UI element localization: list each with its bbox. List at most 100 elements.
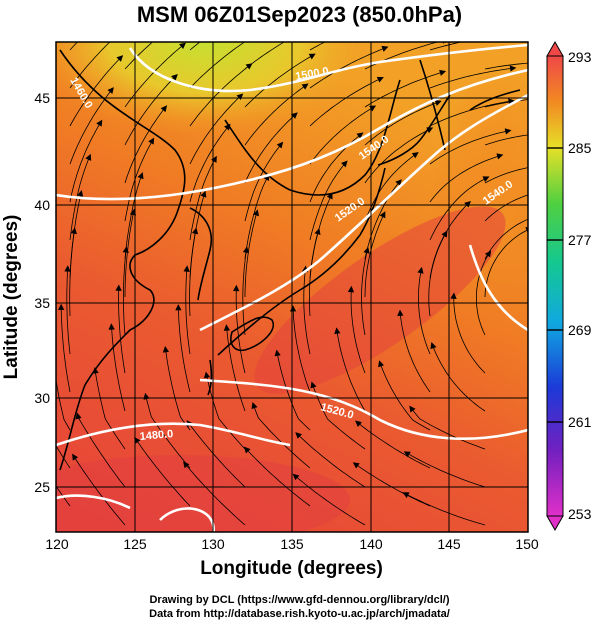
streamline [244, 42, 285, 70]
streamline [134, 437, 191, 507]
colorbar-label: 293 [568, 49, 592, 65]
streamline-arrow [236, 93, 244, 101]
streamline [484, 229, 528, 298]
streamline-arrow [378, 360, 385, 368]
streamline [60, 304, 71, 393]
streamline-arrow [434, 100, 442, 106]
y-tick-label: 25 [34, 479, 50, 495]
x-tick-label: 150 [515, 536, 539, 552]
streamline [124, 209, 135, 297]
streamline-arrow [276, 141, 284, 149]
streamline-arrow [116, 55, 124, 62]
streamline-arrow [148, 137, 155, 145]
streamline-arrow [49, 345, 54, 350]
streamline [72, 454, 126, 526]
streamline-arrow [381, 45, 389, 52]
streamline-arrow [175, 304, 182, 311]
streamline [399, 310, 431, 393]
x-tick-label: 140 [359, 536, 383, 552]
streamline-arrow [511, 31, 516, 36]
y-tick-label: 40 [34, 197, 50, 213]
map-title: MSM 06Z01Sep2023 (850.0hPa) [136, 2, 463, 27]
streamline-arrow [567, 95, 572, 100]
streamline-arrow [257, 1, 263, 6]
streamline-arrow [233, 284, 240, 292]
streamline [484, 167, 528, 184]
contour-label: 1500.0 [294, 65, 329, 83]
streamline [364, 100, 441, 146]
plot-frame [55, 41, 529, 533]
streamline [429, 42, 463, 51]
colorbar-label: 285 [568, 140, 592, 156]
streamline-arrow [326, 192, 333, 200]
streamline-arrow [439, 69, 447, 76]
streamline [226, 325, 246, 412]
streamline-arrow [274, 349, 281, 357]
y-tick-label: 45 [34, 90, 50, 106]
streamline [404, 451, 486, 488]
streamline [205, 372, 246, 450]
streamline [189, 124, 231, 203]
streamline-arrow [58, 303, 65, 311]
streamline [276, 350, 311, 431]
streamline-arrow [162, 346, 169, 353]
streamline-arrow [242, 246, 250, 254]
streamline-arrow [75, 412, 82, 420]
streamline [189, 63, 253, 127]
streamline [353, 462, 431, 507]
data-credit: Data from http://database.rish.kyoto-u.a… [149, 608, 450, 620]
streamline-arrow [160, 105, 168, 113]
streamline [123, 247, 127, 336]
streamline [66, 266, 71, 355]
streamline-arrow [355, 420, 362, 427]
streamline-arrow [77, 190, 84, 197]
streamline-arrow [314, 228, 321, 235]
y-tick-label: 30 [34, 390, 50, 406]
streamline [364, 211, 386, 298]
streamline [364, 127, 433, 184]
streamline-arrow [251, 402, 258, 410]
streamline [409, 406, 486, 450]
streamline-arrow [567, 130, 572, 135]
streamline-arrow [223, 324, 230, 331]
streamline [244, 447, 311, 507]
streamline [242, 247, 248, 336]
streamline-arrow [191, 227, 199, 235]
streamline-arrow [171, 73, 178, 81]
colorbar-label: 277 [568, 232, 592, 248]
streamline [403, 492, 486, 526]
streamline [69, 228, 76, 317]
streamline [484, 194, 528, 222]
lat-lon-grid [56, 42, 528, 532]
streamline [189, 42, 246, 89]
streamline [164, 346, 191, 431]
streamline-arrow [376, 76, 384, 83]
streamline [244, 83, 309, 146]
streamline [235, 285, 246, 374]
streamline-arrow [186, 11, 192, 16]
streamline [476, 250, 491, 336]
streamline [293, 473, 366, 526]
streamline [484, 218, 528, 260]
streamline-arrow [122, 246, 129, 253]
streamline [364, 71, 446, 108]
streamline-arrow [211, 155, 217, 163]
streamline [124, 74, 178, 146]
colorbar-label: 269 [568, 322, 592, 338]
colorbar: 293 285 277 269 261 253 [546, 40, 592, 532]
streamline [431, 342, 486, 412]
streamline [484, 99, 528, 108]
streamline [309, 42, 326, 51]
coastlines [59, 49, 521, 471]
streamline-arrow [292, 473, 300, 481]
streamline-arrow [203, 371, 211, 379]
colorbar-label: 261 [568, 414, 592, 430]
streamline-arrow [314, 23, 320, 28]
y-axis-label: Latitude (degrees) [1, 214, 22, 380]
x-axis-label: Longitude (degrees) [200, 558, 383, 579]
streamline [429, 67, 516, 89]
streamline [244, 210, 258, 297]
x-axis-ticks: 120 125 130 135 140 145 150 [45, 536, 539, 552]
streamline [56, 485, 71, 507]
